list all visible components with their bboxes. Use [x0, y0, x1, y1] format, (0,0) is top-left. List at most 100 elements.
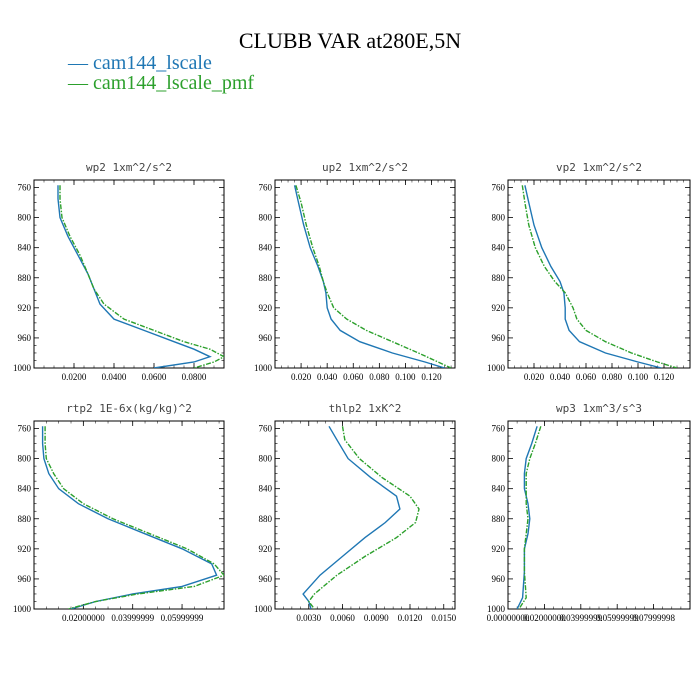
y-tick-label: 960 — [492, 574, 506, 584]
series-line-lscale-pmf — [518, 426, 542, 609]
y-tick-label: 1000 — [254, 363, 273, 373]
x-tick-label: 0.040 — [550, 372, 571, 382]
plot-frame — [507, 179, 691, 369]
panel-3: vp2 1xm^2/s^2 760 800 840 880 920 960 1000 0.020… — [487, 161, 691, 382]
y-tick-label: 840 — [492, 243, 506, 253]
y-tick-label: 1000 — [487, 363, 506, 373]
y-tick-label: 760 — [259, 183, 273, 193]
x-tick-label: 0.0600 — [142, 372, 167, 382]
y-tick-label: 880 — [18, 273, 32, 283]
x-tick-label: 0.0120 — [398, 613, 423, 623]
y-tick-label: 800 — [492, 213, 506, 223]
x-tick-label: 0.080 — [369, 372, 390, 382]
x-tick-label: 0.03999999 — [111, 613, 154, 623]
series-line-lscale-pmf — [44, 426, 224, 609]
plot-frame — [33, 179, 225, 369]
y-tick-label: 880 — [259, 273, 273, 283]
legend-item-lscale: — cam144_lscale — [68, 52, 212, 74]
y-tick-label: 960 — [18, 333, 32, 343]
x-tick-label: 0.05999999 — [161, 613, 204, 623]
x-tick-label: 0.02000000 — [62, 613, 105, 623]
y-tick-label: 760 — [492, 183, 506, 193]
x-tick-label: 0.020 — [524, 372, 545, 382]
y-tick-label: 880 — [492, 273, 506, 283]
x-tick-label: 0.0150 — [431, 613, 456, 623]
panel-5: thlp2 1xK^2 760 800 840 880 920 960 1000 0.0030 0… — [254, 402, 457, 623]
x-tick-label: 0.03999999 — [559, 613, 602, 623]
y-tick-label: 880 — [259, 514, 273, 524]
x-tick-label: 0.0400 — [102, 372, 127, 382]
y-tick-label: 1000 — [254, 604, 273, 614]
y-tick-label: 920 — [259, 544, 273, 554]
y-tick-label: 960 — [492, 333, 506, 343]
figure-title: CLUBB VAR at280E,5N — [238, 28, 462, 53]
panel-1: wp2 1xm^2/s^2 760 800 840 880 920 960 1000 0.020… — [13, 161, 225, 382]
x-tick-label: 0.0060 — [330, 613, 355, 623]
y-tick-label: 920 — [259, 303, 273, 313]
plot-frame — [33, 420, 225, 610]
y-tick-label: 920 — [492, 303, 506, 313]
x-tick-label: 0.0800 — [182, 372, 207, 382]
y-tick-label: 800 — [18, 454, 32, 464]
y-tick-label: 1000 — [13, 363, 32, 373]
series-line-lscale-pmf — [59, 185, 224, 368]
panel-title: up2 1xm^2/s^2 — [322, 161, 408, 174]
x-tick-label: 0.080 — [602, 372, 623, 382]
x-tick-label: 0.100 — [628, 372, 649, 382]
y-tick-label: 760 — [259, 424, 273, 434]
x-tick-label: 0.100 — [395, 372, 416, 382]
legend-label-lscale: cam144_lscale — [93, 52, 212, 74]
x-tick-label: 0.060 — [343, 372, 364, 382]
y-tick-label: 840 — [18, 484, 32, 494]
series-line-lscale — [302, 425, 401, 609]
y-tick-label: 800 — [259, 454, 273, 464]
y-tick-label: 880 — [492, 514, 506, 524]
panel-2: up2 1xm^2/s^2 760 800 840 880 920 960 1000 0.020… — [254, 161, 456, 382]
panel-title: rtp2 1E-6x(kg/kg)^2 — [66, 402, 192, 415]
y-tick-label: 960 — [259, 333, 273, 343]
x-tick-label: 0.120 — [421, 372, 442, 382]
series-line-lscale — [293, 185, 445, 368]
y-tick-label: 800 — [18, 213, 32, 223]
series-line-lscale — [516, 426, 538, 609]
series-line-lscale-pmf — [521, 185, 678, 368]
y-tick-label: 960 — [259, 574, 273, 584]
x-tick-label: 0.05999999 — [596, 613, 639, 623]
x-tick-label: 0.020 — [291, 372, 312, 382]
panel-6: wp3 1xm^3/s^3 760 800 840 880 920 960 10000.000… — [487, 402, 691, 623]
legend-item-lscale-pmf: — cam144_lscale_pmf — [68, 72, 255, 94]
y-tick-label: 920 — [18, 303, 32, 313]
y-tick-label: 1000 — [13, 604, 32, 614]
plot-frame — [274, 420, 456, 610]
series-line-lscale-pmf — [307, 426, 420, 609]
panel-title: wp3 1xm^3/s^3 — [556, 402, 642, 415]
y-tick-label: 840 — [492, 484, 506, 494]
x-tick-label: 0.00000000 — [487, 613, 530, 623]
y-tick-label: 800 — [492, 454, 506, 464]
y-tick-label: 760 — [492, 424, 506, 434]
y-tick-label: 760 — [18, 183, 32, 193]
x-tick-label: 0.0090 — [364, 613, 389, 623]
y-tick-label: 840 — [259, 243, 273, 253]
panel-title: thlp2 1xK^2 — [329, 402, 402, 415]
plot-frame — [507, 420, 691, 610]
x-tick-label: 0.040 — [317, 372, 338, 382]
legend-label-lscale-pmf: cam144_lscale_pmf — [93, 72, 255, 94]
x-tick-label: 0.060 — [576, 372, 597, 382]
series-line-lscale-pmf — [295, 185, 452, 368]
series-line-lscale — [41, 426, 218, 609]
y-tick-label: 840 — [259, 484, 273, 494]
y-tick-label: 1000 — [487, 604, 506, 614]
x-tick-label: 0.0030 — [296, 613, 321, 623]
series-line-lscale — [57, 185, 212, 368]
panel-4: rtp2 1E-6x(kg/kg)^2 760 800 840 880 920 960 100… — [13, 402, 225, 623]
panel-title: wp2 1xm^2/s^2 — [86, 161, 172, 174]
panel-title: vp2 1xm^2/s^2 — [556, 161, 642, 174]
series-line-lscale — [524, 185, 662, 368]
y-tick-label: 920 — [492, 544, 506, 554]
x-tick-label: 0.07999998 — [632, 613, 675, 623]
plot-frame — [274, 179, 456, 369]
x-tick-label: 0.0200 — [62, 372, 87, 382]
